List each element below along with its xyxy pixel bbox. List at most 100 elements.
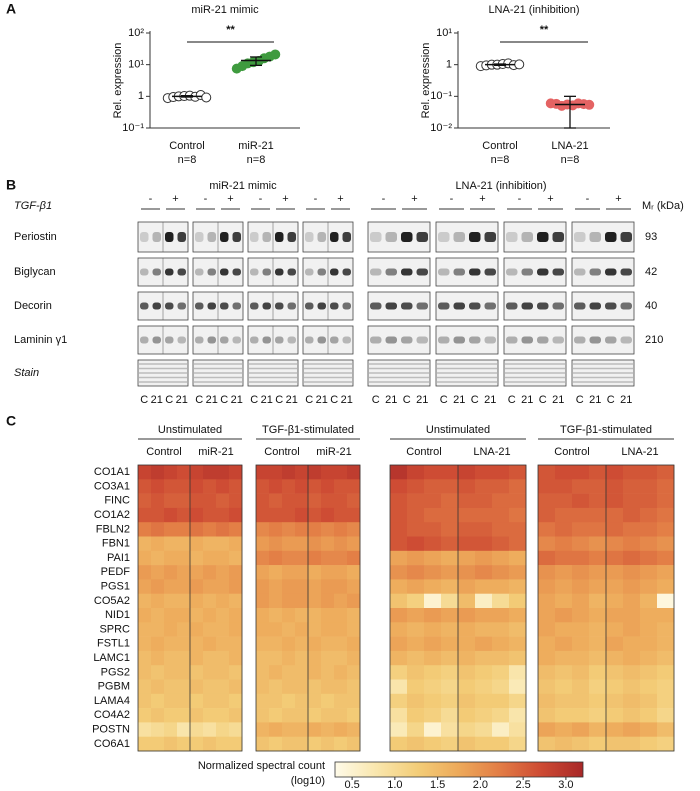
treatment-level: - bbox=[149, 193, 153, 205]
heatmap-cell bbox=[623, 579, 641, 594]
blot-band bbox=[401, 302, 413, 310]
heatmap-cell bbox=[492, 622, 510, 637]
heatmap-cell bbox=[151, 622, 165, 637]
heatmap-cell bbox=[190, 536, 204, 552]
heatmap-cell bbox=[138, 479, 152, 494]
heatmap-cell bbox=[657, 536, 675, 552]
heatmap-cell bbox=[216, 522, 230, 537]
blot-band bbox=[484, 232, 496, 242]
blot-band bbox=[250, 268, 259, 276]
heatmap-cell bbox=[347, 736, 361, 752]
heatmap-cell bbox=[623, 650, 641, 666]
heatmap-cell bbox=[229, 522, 243, 537]
blot-band bbox=[342, 302, 351, 310]
heatmap-cell bbox=[295, 650, 309, 666]
mr-label: Mᵣ (kDa) bbox=[642, 200, 684, 212]
heatmap-cell bbox=[308, 708, 322, 723]
heatmap-cell bbox=[164, 479, 178, 494]
heatmap-cell bbox=[177, 636, 191, 652]
heatmap-cell bbox=[216, 565, 230, 580]
heatmap-cell bbox=[606, 579, 624, 594]
heatmap-cell bbox=[203, 693, 217, 709]
treatment-level: - bbox=[314, 193, 318, 205]
heatmap-cell bbox=[458, 608, 476, 623]
blot-band bbox=[620, 232, 632, 242]
x-tick-label: LNA-21 bbox=[551, 140, 588, 152]
blot-row-label: Biglycan bbox=[14, 266, 56, 278]
heatmap-cell bbox=[138, 522, 152, 537]
heatmap-cell bbox=[295, 536, 309, 552]
heatmap-cell bbox=[475, 565, 493, 580]
heatmap-cell bbox=[347, 622, 361, 637]
y-axis-label: Rel. expression bbox=[112, 43, 124, 119]
heatmap-cell bbox=[295, 722, 309, 737]
heatmap-cell bbox=[475, 650, 493, 666]
heatmap-cell bbox=[589, 493, 607, 509]
heatmap-cell bbox=[538, 679, 556, 695]
blot-band bbox=[453, 336, 465, 344]
group-label: Unstimulated bbox=[158, 424, 222, 436]
heatmap-cell bbox=[216, 708, 230, 723]
heatmap-cell bbox=[138, 708, 152, 723]
heatmap-cell bbox=[164, 579, 178, 594]
heatmap-cell bbox=[229, 593, 243, 609]
heatmap-cell bbox=[572, 650, 590, 666]
heatmap-cell bbox=[572, 722, 590, 737]
heatmap-cell bbox=[229, 507, 243, 523]
lane-label: C bbox=[250, 394, 258, 406]
blot-band bbox=[537, 336, 549, 344]
heatmap-cell bbox=[203, 536, 217, 552]
heatmap-cell bbox=[308, 593, 322, 609]
row-label: NID1 bbox=[105, 609, 130, 621]
heatmap-cell bbox=[509, 665, 527, 680]
blot-frame bbox=[435, 325, 499, 355]
heatmap-cell bbox=[347, 579, 361, 594]
heatmap-cell bbox=[269, 693, 283, 709]
heatmap-cell bbox=[138, 608, 152, 623]
treatment-level: - bbox=[586, 193, 590, 205]
heatmap-cell bbox=[390, 579, 408, 594]
heatmap-cell bbox=[151, 650, 165, 666]
lane-label: 21 bbox=[521, 394, 533, 406]
heatmap-cell bbox=[606, 565, 624, 580]
blot-band bbox=[620, 268, 632, 276]
treatment-level: - bbox=[259, 193, 263, 205]
lane-label: C bbox=[165, 394, 173, 406]
heatmap-cell bbox=[441, 622, 459, 637]
heatmap-cell bbox=[657, 608, 675, 623]
heatmap-cell bbox=[334, 722, 348, 737]
blot-band bbox=[552, 302, 564, 310]
blot-band bbox=[165, 336, 174, 344]
blot-band bbox=[250, 302, 259, 310]
heatmap-cell bbox=[657, 622, 675, 637]
heatmap-cell bbox=[203, 679, 217, 695]
heatmap-cell bbox=[256, 608, 270, 623]
heatmap-cell bbox=[269, 636, 283, 652]
heatmap-cell bbox=[458, 565, 476, 580]
blot-band bbox=[589, 302, 601, 310]
heatmap-cell bbox=[458, 536, 476, 552]
heatmap-cell bbox=[555, 565, 573, 580]
heatmap-cell bbox=[308, 722, 322, 737]
heatmap-cell bbox=[509, 679, 527, 695]
heatmap-cell bbox=[177, 650, 191, 666]
blot-band bbox=[385, 232, 397, 242]
heatmap-cell bbox=[538, 693, 556, 709]
heatmap-cell bbox=[269, 622, 283, 637]
heatmap-cell bbox=[295, 679, 309, 695]
heatmap-cell bbox=[229, 622, 243, 637]
treatment-level: + bbox=[411, 193, 417, 205]
blot-band bbox=[521, 302, 533, 310]
blot-band bbox=[552, 268, 564, 276]
heatmap-cell bbox=[555, 679, 573, 695]
blot-band bbox=[152, 268, 161, 276]
heatmap-cell bbox=[256, 579, 270, 594]
blot-band bbox=[438, 268, 450, 276]
row-label: CO3A1 bbox=[94, 480, 130, 492]
heatmap-cell bbox=[256, 465, 270, 480]
significance-label: ** bbox=[226, 24, 235, 36]
heatmap-cell bbox=[424, 608, 442, 623]
heatmap-cell bbox=[216, 536, 230, 552]
blot-frame bbox=[192, 359, 244, 387]
heatmap-cell bbox=[390, 465, 408, 480]
